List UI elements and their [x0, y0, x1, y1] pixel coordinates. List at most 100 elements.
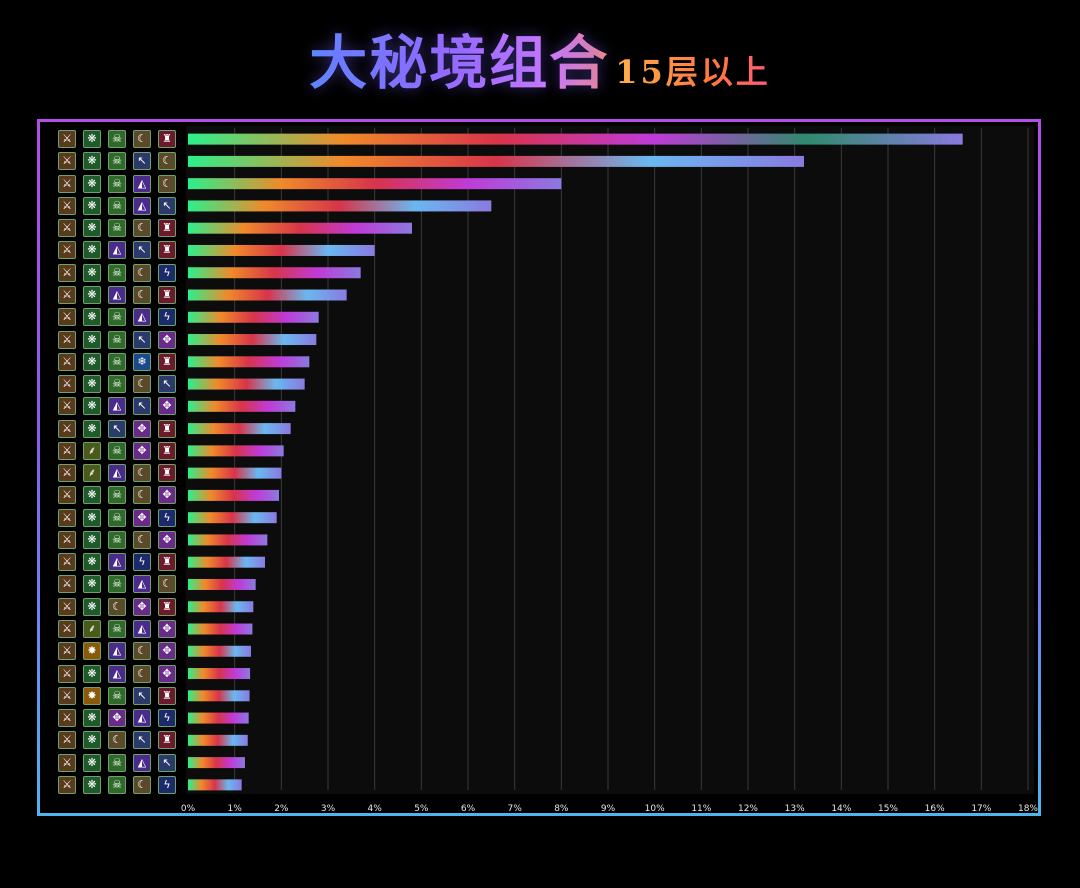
green-swirl-icon: ❋: [83, 330, 101, 349]
yellow-stalk-icon: ⸙: [83, 464, 101, 483]
bar-26: [188, 690, 250, 702]
warrior-spec-icon: ⚔: [58, 196, 76, 215]
purple-hood-icon: ◭: [108, 397, 126, 416]
purple-rune-icon: ✥: [158, 486, 176, 505]
warrior-spec-icon: ⚔: [58, 664, 76, 683]
x-tick-label: 13%: [785, 804, 805, 814]
blue-lightning-icon: ϟ: [158, 508, 176, 527]
green-swirl-icon: ❋: [83, 174, 101, 193]
chart-subtitle: 15层以上: [615, 53, 771, 91]
bar-7: [188, 267, 361, 279]
purple-hood-icon: ◭: [108, 241, 126, 260]
green-skull-icon: ☠: [108, 530, 126, 549]
blue-lightning-icon: ϟ: [158, 775, 176, 794]
warrior-spec-icon: ⚔: [58, 575, 76, 594]
x-tick-label: 2%: [274, 804, 289, 814]
bar-25: [188, 668, 251, 680]
green-swirl-icon: ❋: [83, 196, 101, 215]
x-tick-label: 17%: [971, 804, 991, 814]
white-spear-icon: ↖: [108, 419, 126, 438]
red-mage-icon: ♜: [158, 686, 176, 705]
green-swirl-icon: ❋: [83, 753, 101, 772]
warrior-spec-icon: ⚔: [58, 464, 76, 483]
warrior-spec-icon: ⚔: [58, 286, 76, 304]
yellow-stalk-icon: ⸙: [83, 620, 101, 638]
yellow-stalk-icon: ⸙: [83, 441, 101, 460]
chart-title: 大秘境组合: [309, 29, 610, 97]
brown-claw-icon: ☾: [133, 530, 151, 549]
x-tick-label: 3%: [321, 804, 336, 814]
bar-16: [188, 467, 282, 479]
green-skull-icon: ☠: [108, 130, 126, 149]
green-skull-icon: ☠: [108, 219, 126, 238]
brown-claw-icon: ☾: [108, 731, 126, 750]
green-skull-icon: ☠: [108, 330, 126, 349]
white-spear-icon: ↖: [133, 330, 151, 349]
warrior-spec-icon: ⚔: [58, 263, 76, 282]
green-skull-icon: ☠: [108, 575, 126, 594]
bar-28: [188, 734, 248, 746]
purple-rune-icon: ✥: [158, 664, 176, 683]
purple-hood-icon: ◭: [108, 464, 126, 483]
blue-lightning-icon: ϟ: [133, 553, 151, 572]
red-mage-icon: ♜: [158, 286, 176, 304]
bar-2: [188, 155, 804, 167]
x-tick-label: 10%: [645, 804, 665, 814]
bar-19: [188, 534, 268, 546]
warrior-spec-icon: ⚔: [58, 375, 76, 394]
green-swirl-icon: ❋: [83, 397, 101, 416]
blue-lightning-icon: ϟ: [158, 308, 176, 327]
bar-15: [188, 445, 284, 457]
warrior-spec-icon: ⚔: [58, 508, 76, 527]
green-swirl-icon: ❋: [83, 775, 101, 794]
purple-hood-icon: ◭: [133, 196, 151, 215]
brown-claw-icon: ☾: [133, 775, 151, 794]
warrior-spec-icon: ⚔: [58, 308, 76, 327]
purple-rune-icon: ✥: [133, 419, 151, 438]
purple-hood-icon: ◭: [133, 575, 151, 594]
warrior-spec-icon: ⚔: [58, 219, 76, 238]
warrior-spec-icon: ⚔: [58, 419, 76, 438]
green-swirl-icon: ❋: [83, 219, 101, 238]
green-swirl-icon: ❋: [83, 575, 101, 594]
x-tick-label: 6%: [461, 804, 476, 814]
warrior-spec-icon: ⚔: [58, 753, 76, 772]
white-spear-icon: ↖: [133, 152, 151, 171]
red-mage-icon: ♜: [158, 597, 176, 616]
red-mage-icon: ♜: [158, 553, 176, 572]
green-skull-icon: ☠: [108, 308, 126, 327]
green-swirl-icon: ❋: [83, 263, 101, 282]
brown-claw-icon: ☾: [133, 219, 151, 238]
red-mage-icon: ♜: [158, 130, 176, 149]
warrior-spec-icon: ⚔: [58, 241, 76, 260]
x-tick-label: 9%: [601, 804, 616, 814]
green-skull-icon: ☠: [108, 352, 126, 371]
bar-24: [188, 645, 251, 657]
x-tick-label: 5%: [414, 804, 429, 814]
chart-title-block: 大秘境组合 15层以上: [0, 16, 1080, 100]
bar-6: [188, 244, 375, 256]
bar-27: [188, 712, 249, 724]
purple-rune-icon: ✥: [108, 709, 126, 728]
white-spear-icon: ↖: [158, 196, 176, 215]
x-tick-label: 1%: [228, 804, 243, 814]
plot-area: [186, 126, 1034, 794]
green-swirl-icon: ❋: [83, 286, 101, 304]
bar-1: [188, 133, 963, 145]
bar-5: [188, 222, 412, 234]
red-mage-icon: ♜: [158, 241, 176, 260]
warrior-spec-icon: ⚔: [58, 130, 76, 149]
bar-21: [188, 578, 256, 590]
bar-3: [188, 178, 562, 190]
gold-burst-icon: ✸: [83, 642, 101, 661]
warrior-spec-icon: ⚔: [58, 530, 76, 549]
white-spear-icon: ↖: [133, 731, 151, 750]
bar-10: [188, 334, 317, 346]
purple-hood-icon: ◭: [108, 664, 126, 683]
white-spear-icon: ↖: [158, 375, 176, 394]
bar-11: [188, 356, 310, 368]
warrior-spec-icon: ⚔: [58, 731, 76, 750]
bar-22: [188, 601, 254, 613]
green-skull-icon: ☠: [108, 263, 126, 282]
green-swirl-icon: ❋: [83, 375, 101, 394]
